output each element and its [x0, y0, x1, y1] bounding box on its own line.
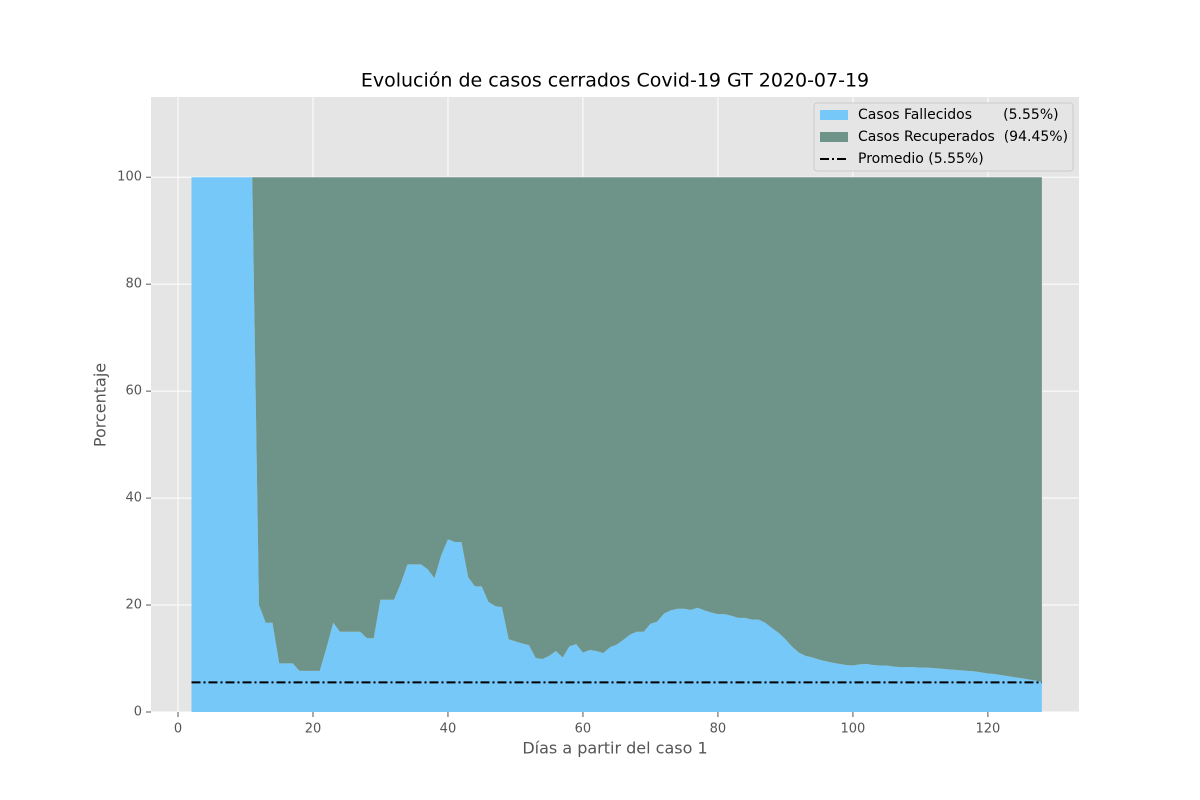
x-axis-label: Días a partir del caso 1 — [522, 739, 707, 758]
legend-label: Casos Fallecidos (5.55%) — [858, 107, 1059, 123]
x-tick-label: 20 — [305, 722, 322, 737]
y-tick-label: 20 — [125, 598, 142, 613]
x-tick-label: 40 — [440, 722, 457, 737]
area — [191, 177, 1042, 683]
legend-label: Casos Recuperados (94.45%) — [858, 129, 1068, 145]
legend-swatch — [820, 110, 848, 120]
y-tick-label: 60 — [125, 384, 142, 399]
area — [191, 177, 1042, 712]
x-tick-label: 0 — [174, 722, 182, 737]
y-tick-label: 40 — [125, 491, 142, 506]
x-tick-label: 120 — [975, 722, 1000, 737]
y-tick-label: 0 — [134, 705, 142, 720]
chart-title: Evolución de casos cerrados Covid-19 GT … — [361, 70, 869, 92]
y-axis-label: Porcentaje — [91, 363, 110, 447]
legend-label: Promedio (5.55%) — [858, 151, 984, 167]
x-tick-label: 100 — [840, 722, 865, 737]
x-tick-label: 80 — [710, 722, 727, 737]
legend-swatch — [820, 132, 848, 142]
y-tick-label: 80 — [125, 277, 142, 292]
y-tick-label: 100 — [117, 170, 142, 185]
legend-box — [813, 102, 1074, 172]
x-tick-label: 60 — [575, 722, 592, 737]
